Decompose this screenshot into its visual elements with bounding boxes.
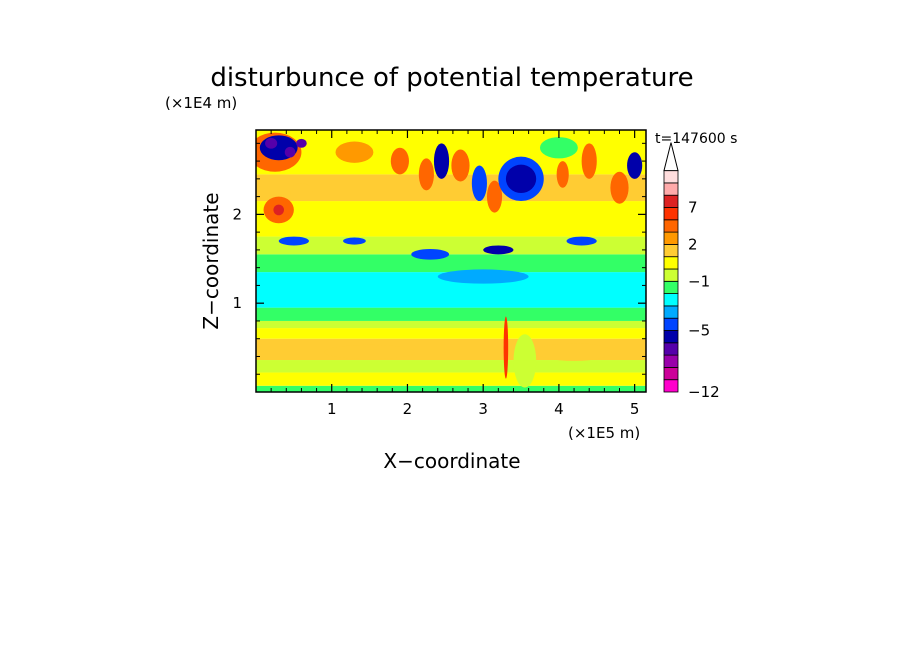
plot-frame (255, 129, 647, 393)
x-tick-label: 5 (630, 400, 640, 418)
colorbar-bin (663, 182, 679, 196)
field-band (256, 328, 646, 339)
field-contour-blob (581, 143, 597, 179)
field-contour-blob (610, 171, 629, 204)
field-contour-blob (278, 236, 310, 246)
field-band (256, 360, 646, 373)
field-contour-blob (273, 204, 285, 216)
field-contour-blob (324, 344, 416, 360)
field-contour-blob (390, 147, 409, 175)
colorbar-bin (663, 231, 679, 245)
field-contour-blob (539, 137, 578, 159)
field-contour-blob (411, 249, 450, 260)
field-band (256, 174, 646, 202)
field-band (256, 385, 646, 392)
y-axis: 12 (232, 142, 646, 375)
field-contour-blob (483, 245, 514, 255)
time-label: t=147600 s (655, 131, 737, 147)
colorbar-tick-label: 7 (688, 199, 698, 217)
colorbar-bin (663, 330, 679, 344)
y-tick-label: 2 (232, 205, 242, 223)
x-axis: 1 2 3 4 5 (270, 130, 640, 418)
x-tick-label: 4 (554, 400, 564, 418)
colorbar-bin (663, 268, 679, 282)
field-contour-blob (296, 138, 307, 148)
colorbar-bin (663, 207, 679, 221)
field-contour-blob (290, 183, 313, 202)
field-contour-blob (503, 316, 509, 379)
field-contour-blob (513, 334, 537, 388)
field-band (256, 307, 646, 321)
field-band (256, 372, 646, 386)
colorbar-bin (663, 280, 679, 294)
colorbar-bin (663, 194, 679, 208)
colorbar-bin (663, 293, 679, 307)
field-contour-blob (556, 161, 569, 188)
field-contour-blob (433, 143, 450, 179)
colorbar-bin (663, 342, 679, 356)
colorbar-bin (663, 305, 679, 319)
field-contour-blob (505, 164, 537, 194)
field-contour-blob (343, 237, 366, 245)
colorbar-tick-label: 2 (688, 235, 698, 253)
field-band (256, 254, 646, 273)
y-tick-label: 1 (232, 294, 242, 312)
field-contour-blob (451, 149, 470, 182)
plot-field (256, 130, 646, 392)
colorbar-bin (663, 219, 679, 233)
field-contour-blob (536, 343, 612, 361)
y-unit-label: (×1E4 m) (165, 94, 237, 112)
field-contour-blob (471, 165, 487, 202)
colorbar-tick-label: −1 (688, 272, 710, 290)
colorbar-bin (663, 170, 679, 184)
field-contour-blob (566, 236, 597, 246)
field-contour-blob (418, 158, 434, 191)
colorbar-tick-label: −5 (688, 322, 710, 340)
colorbar-tick-label: −12 (688, 383, 720, 401)
chart-title: disturbunce of potential temperature (210, 63, 693, 93)
y-axis-label: Z−coordinate (199, 192, 223, 329)
x-tick-label: 2 (403, 400, 413, 418)
field-contour-blob (627, 152, 643, 179)
field-contour-blob (265, 137, 278, 149)
field-contour-blob (437, 269, 529, 284)
field-contour-blob (284, 146, 296, 158)
colorbar-bin (663, 256, 679, 270)
x-unit-label: (×1E5 m) (568, 424, 640, 442)
colorbar: 7 2 −1 −5 −12 (663, 142, 720, 401)
colorbar-bin (663, 379, 679, 393)
colorbar-bin (663, 366, 679, 381)
field-contour-blob (486, 180, 503, 213)
colorbar-bin (663, 243, 679, 258)
field-band (256, 201, 646, 237)
field-contour-blob (335, 141, 374, 163)
colorbar-extend-arrow (663, 142, 679, 172)
field-band (256, 320, 646, 329)
field-band (256, 130, 646, 175)
colorbar-bin (663, 317, 679, 331)
x-axis-label: X−coordinate (383, 449, 520, 473)
colorbar-bin (663, 354, 679, 368)
x-tick-label: 3 (478, 400, 488, 418)
x-tick-label: 1 (327, 400, 337, 418)
